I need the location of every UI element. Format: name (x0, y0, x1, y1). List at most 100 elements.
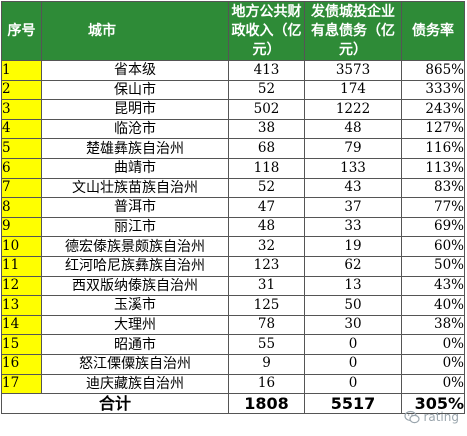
row-city: 保山市 (41, 79, 229, 101)
row-revenue: 52 (228, 79, 305, 101)
row-interest-debt: 30 (304, 314, 402, 336)
row-revenue: 48 (228, 216, 305, 238)
row-interest-debt: 43 (304, 177, 402, 199)
row-ratio: 113% (401, 157, 465, 179)
table-row: 12 西双版纳傣族自治州 31 13 43% (1, 275, 465, 297)
row-revenue: 47 (228, 197, 305, 218)
row-ratio: 0% (401, 373, 465, 395)
row-revenue: 68 (228, 138, 305, 159)
row-city: 西双版纳傣族自治州 (41, 275, 229, 297)
row-interest-debt: 33 (304, 216, 402, 238)
row-interest-debt: 133 (304, 157, 402, 179)
row-index: 5 (1, 138, 42, 159)
row-index: 15 (1, 334, 42, 355)
row-revenue: 78 (228, 314, 305, 336)
row-interest-debt: 13 (304, 275, 402, 297)
row-revenue: 16 (228, 373, 305, 395)
row-ratio: 50% (401, 255, 465, 277)
total-interest-debt: 5517 (304, 393, 402, 415)
row-interest-debt: 174 (304, 79, 402, 101)
row-ratio: 127% (401, 118, 465, 140)
row-index: 9 (1, 216, 42, 238)
row-city: 玉溪市 (41, 295, 229, 316)
header-index: 序号 (1, 1, 42, 61)
row-index: 6 (1, 157, 42, 179)
row-revenue: 502 (228, 99, 305, 120)
row-index: 4 (1, 118, 42, 140)
table-row: 2 保山市 52 174 333% (1, 79, 465, 101)
table-row: 13 玉溪市 125 50 40% (1, 295, 465, 316)
row-revenue: 52 (228, 177, 305, 199)
row-interest-debt: 3573 (304, 60, 402, 81)
row-interest-debt: 0 (304, 373, 402, 395)
row-city: 文山壮族苗族自治州 (41, 177, 229, 199)
row-city: 红河哈尼族彝族自治州 (41, 255, 229, 277)
row-index: 11 (1, 255, 42, 277)
row-city: 大理州 (41, 314, 229, 336)
table-row: 11 红河哈尼族彝族自治州 123 62 50% (1, 255, 465, 277)
row-city: 楚雄彝族自治州 (41, 138, 229, 159)
header-ratio: 债务率 (401, 1, 465, 61)
total-row: 合计 1808 5517 305% (1, 393, 465, 415)
row-city: 省本级 (41, 60, 229, 81)
row-index: 7 (1, 177, 42, 199)
row-index: 8 (1, 197, 42, 218)
table-row: 14 大理州 78 30 38% (1, 314, 465, 336)
row-index: 13 (1, 295, 42, 316)
row-ratio: 40% (401, 295, 465, 316)
table-row: 17 迪庆藏族自治州 16 0 0% (1, 373, 465, 395)
row-revenue: 55 (228, 334, 305, 355)
row-revenue: 123 (228, 255, 305, 277)
row-revenue: 413 (228, 60, 305, 81)
row-ratio: 0% (401, 334, 465, 355)
row-index: 17 (1, 373, 42, 395)
row-city: 曲靖市 (41, 157, 229, 179)
table-row: 3 昆明市 502 1222 243% (1, 99, 465, 120)
row-revenue: 31 (228, 275, 305, 297)
row-ratio: 865% (401, 60, 465, 81)
total-label: 合计 (1, 393, 229, 415)
header-revenue: 地方公共财政收入（亿元） (228, 1, 305, 61)
row-city: 丽江市 (41, 216, 229, 238)
row-interest-debt: 1222 (304, 99, 402, 120)
watermark: rating (404, 409, 459, 425)
row-index: 10 (1, 236, 42, 257)
table-row: 9 丽江市 48 33 69% (1, 216, 465, 238)
row-interest-debt: 19 (304, 236, 402, 257)
table-row: 10 德宏傣族景颇族自治州 32 19 60% (1, 236, 465, 257)
row-ratio: 60% (401, 236, 465, 257)
table-row: 5 楚雄彝族自治州 68 79 116% (1, 138, 465, 159)
watermark-text: rating (423, 410, 459, 424)
row-ratio: 116% (401, 138, 465, 159)
wechat-icon (404, 410, 421, 424)
row-city: 德宏傣族景颇族自治州 (41, 236, 229, 257)
table-row: 16 怒江傈僳族自治州 9 0 0% (1, 353, 465, 375)
row-ratio: 77% (401, 197, 465, 218)
row-index: 1 (1, 60, 42, 81)
row-ratio: 38% (401, 314, 465, 336)
table-row: 15 昭通市 55 0 0% (1, 334, 465, 355)
header-row: 序号 城市 地方公共财政收入（亿元） 发债城投企业有息债务（亿元） 债务率 (1, 1, 465, 61)
row-city: 临沧市 (41, 118, 229, 140)
row-interest-debt: 79 (304, 138, 402, 159)
table-row: 6 曲靖市 118 133 113% (1, 157, 465, 179)
row-city: 普洱市 (41, 197, 229, 218)
row-revenue: 38 (228, 118, 305, 140)
row-city: 怒江傈僳族自治州 (41, 353, 229, 375)
row-ratio: 69% (401, 216, 465, 238)
row-city: 昭通市 (41, 334, 229, 355)
row-ratio: 243% (401, 99, 465, 120)
row-ratio: 0% (401, 353, 465, 375)
row-interest-debt: 0 (304, 334, 402, 355)
table-row: 8 普洱市 47 37 77% (1, 197, 465, 218)
row-index: 2 (1, 79, 42, 101)
table-row: 7 文山壮族苗族自治州 52 43 83% (1, 177, 465, 199)
total-ratio: 305% (401, 393, 465, 415)
row-revenue: 9 (228, 353, 305, 375)
row-interest-debt: 50 (304, 295, 402, 316)
row-index: 3 (1, 99, 42, 120)
table-row: 1 省本级 413 3573 865% (1, 60, 465, 81)
header-city: 城市 (41, 1, 229, 61)
row-index: 14 (1, 314, 42, 336)
